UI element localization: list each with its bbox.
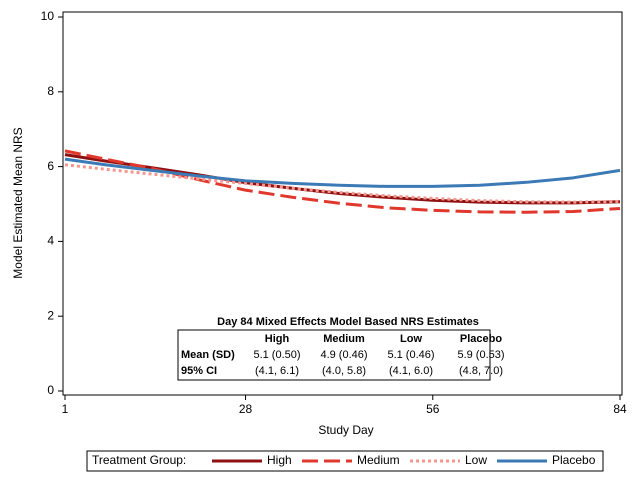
table-cell: (4.8, 7.0) [459,365,503,377]
table-cell: (4.1, 6.1) [255,365,299,377]
table-cell: (4.0, 5.8) [322,365,366,377]
table-cell: 5.1 (0.46) [387,349,434,361]
x-tick-label: 56 [426,402,440,416]
y-tick-label: 0 [47,383,54,397]
y-tick-label: 8 [47,84,54,98]
line-series [64,157,621,188]
table-title-bg [200,314,490,329]
x-tick-label: 84 [613,402,627,416]
y-axis-label: Model Estimated Mean NRS [11,127,25,278]
table-header: Placebo [460,333,502,345]
table-cell: 5.9 (0.53) [457,349,504,361]
legend-label: Placebo [552,453,596,467]
table-title: Day 84 Mixed Effects Model Based NRS Est… [217,316,479,328]
x-tick-label: 28 [239,402,253,416]
x-tick-label: 1 [62,402,69,416]
legend-label: Low [465,453,487,467]
table-cell: 4.9 (0.46) [320,349,367,361]
y-tick-label: 2 [47,308,54,322]
table-cell: 5.1 (0.50) [253,349,300,361]
legend-label: High [267,453,292,467]
x-axis-label: Study Day [318,423,373,437]
legend-title: Treatment Group: [92,453,186,467]
legend-label: Medium [357,453,400,467]
line-series [64,149,621,214]
table-row-label: 95% CI [181,365,217,377]
y-tick-label: 10 [41,9,55,23]
table-header: Medium [323,333,365,345]
table-row-label: Mean (SD) [181,349,235,361]
inset-table-box [177,329,491,381]
table-header: High [265,333,290,345]
y-tick-label: 4 [47,234,54,248]
table-cell: (4.1, 6.0) [389,365,433,377]
y-tick-label: 6 [47,159,54,173]
legend-box [86,450,604,472]
plot-frame [62,11,623,396]
table-header: Low [400,333,422,345]
line-series [64,163,621,204]
